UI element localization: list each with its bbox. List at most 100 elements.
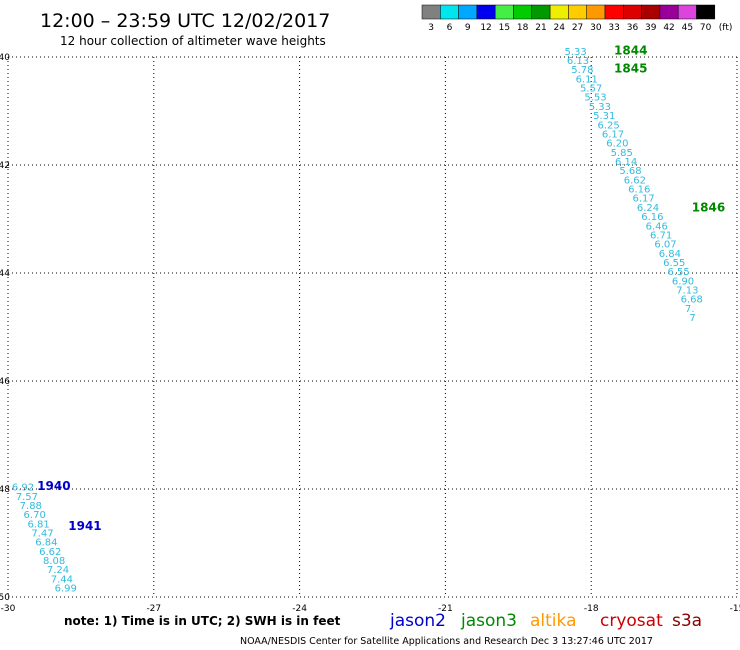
wave-height-point: 6.20	[606, 139, 628, 150]
time-label: 1940	[37, 479, 70, 493]
footer-credit: NOAA/NESDIS Center for Satellite Applica…	[240, 636, 653, 647]
legend-swatch	[440, 4, 459, 20]
legend-label: 70	[700, 23, 712, 33]
lat-tick-label: -50	[0, 593, 10, 603]
wave-height-point: 7.24	[47, 565, 69, 576]
time-label: 1845	[614, 62, 647, 76]
legend-swatch	[677, 4, 697, 20]
satellite-label-cryosat: cryosat	[600, 611, 663, 631]
wave-height-point: 6.17	[602, 129, 624, 140]
wave-height-point: 6.25	[598, 120, 620, 131]
legend-swatch	[421, 4, 441, 20]
wave-height-legend: 3 6 9 12 15 18 21 24 27 30 33 36 39 42 45 70 (ft)	[421, 4, 732, 33]
legend-swatch	[659, 4, 679, 20]
wave-height-point: 7.13	[676, 286, 698, 297]
lon-tick-label: -21	[438, 604, 453, 614]
wave-height-point: 6.14	[615, 157, 637, 168]
wave-height-point: 6.90	[672, 276, 694, 287]
legend-swatch	[494, 4, 514, 20]
lon-tick-label: -24	[292, 604, 307, 614]
wave-height-point: 5.33	[564, 47, 586, 58]
legend-swatch	[586, 4, 606, 20]
wave-height-point: 6.81	[27, 519, 49, 530]
legend-swatch	[458, 4, 478, 20]
legend-swatch	[549, 4, 569, 20]
wave-height-point: 5.31	[593, 111, 615, 122]
wave-height-point: 6.71	[650, 230, 672, 241]
lon-tick-label: -30	[1, 604, 16, 614]
wave-height-point: 6.84	[35, 538, 57, 549]
wave-height-point: 5.85	[611, 148, 633, 159]
wave-height-point: 6.13	[567, 56, 589, 67]
wave-height-point: 6.84	[659, 249, 681, 260]
lon-tick-label: -18	[584, 604, 599, 614]
time-label: 1844	[614, 43, 647, 57]
time-label: 1846	[692, 200, 725, 214]
wave-height-point: 6.62	[39, 547, 61, 558]
track-jason2: 6.927.577.886.706.817.476.846.628.087.24…	[12, 479, 102, 595]
legend-swatch	[476, 4, 496, 20]
lat-tick-label: -46	[0, 377, 10, 387]
legend-swatch	[696, 4, 716, 20]
wave-height-point: 6.99	[55, 584, 77, 595]
wave-height-point: 6.16	[641, 212, 663, 223]
wave-height-point: 6.55	[668, 267, 690, 278]
legend-swatch	[641, 4, 661, 20]
wave-height-point: 6.17	[633, 194, 655, 205]
wave-height-point: 6.55	[663, 258, 685, 269]
legend-label: 21	[535, 23, 546, 33]
wave-height-point: 5.33	[589, 102, 611, 113]
legend-label: 30	[590, 23, 602, 33]
lat-tick-label: -48	[0, 485, 10, 495]
wave-height-point: 5.57	[580, 84, 602, 95]
wave-height-point: 6.62	[624, 175, 646, 186]
legend-label: 39	[645, 23, 657, 33]
satellite-legend: jason2 jason3 altika cryosat s3a	[389, 611, 702, 631]
lat-lon-grid	[7, 56, 738, 598]
wave-height-point: 7.47	[31, 529, 53, 540]
lat-tick-label: -42	[0, 161, 10, 171]
satellite-tracks: 5.336.135.786.115.575.535.335.316.256.17…	[12, 43, 725, 594]
satellite-label-jason3: jason3	[460, 611, 517, 631]
wave-height-point: 7.44	[51, 574, 73, 585]
wave-height-point: 5.68	[619, 166, 641, 177]
legend-label: 3	[428, 23, 434, 33]
wave-height-point: 6.68	[681, 295, 703, 306]
lat-tick-label: -44	[0, 269, 10, 279]
wave-height-point: 6.11	[576, 74, 598, 85]
wave-height-point: 6.16	[628, 185, 650, 196]
map-title: 12:00 – 23:59 UTC 12/02/2017	[40, 10, 330, 32]
wave-height-point: 7.57	[16, 492, 38, 503]
legend-label: 33	[608, 23, 619, 33]
wave-height-point: 6.92	[12, 483, 34, 494]
wave-height-point: 6.07	[654, 240, 676, 251]
legend-swatch	[513, 4, 533, 20]
legend-label: 18	[517, 23, 529, 33]
legend-swatch	[531, 4, 551, 20]
legend-label: 24	[554, 23, 566, 33]
track-jason3: 5.336.135.786.115.575.535.335.316.256.17…	[564, 43, 725, 324]
legend-label: 27	[572, 23, 583, 33]
wave-height-point: 7.88	[20, 501, 42, 512]
wave-height-point: 6.24	[637, 203, 659, 214]
satellite-label-altika: altika	[530, 611, 577, 631]
axis-ticks: -40 -42 -44 -46 -48 -50-30 -27 -24 -21 -18 -15	[0, 53, 740, 614]
wave-height-point: 5.78	[571, 65, 593, 76]
legend-label: 6	[447, 23, 453, 33]
wave-height-point: 6.46	[646, 221, 668, 232]
wave-height-point: 7.	[685, 304, 695, 315]
wave-height-point: 5.53	[584, 93, 606, 104]
legend-swatch	[604, 4, 624, 20]
wave-height-point: 7	[689, 313, 695, 324]
satellite-label-s3a: s3a	[672, 611, 702, 631]
lon-tick-label: -27	[146, 604, 161, 614]
time-label: 1941	[68, 519, 101, 533]
legend-label: 45	[682, 23, 693, 33]
legend-label: 36	[627, 23, 639, 33]
legend-label: 15	[499, 23, 510, 33]
legend-swatch	[568, 4, 587, 20]
map-subtitle: 12 hour collection of altimeter wave hei…	[60, 34, 326, 48]
lat-tick-label: -40	[0, 53, 10, 63]
legend-label: 9	[465, 23, 471, 33]
